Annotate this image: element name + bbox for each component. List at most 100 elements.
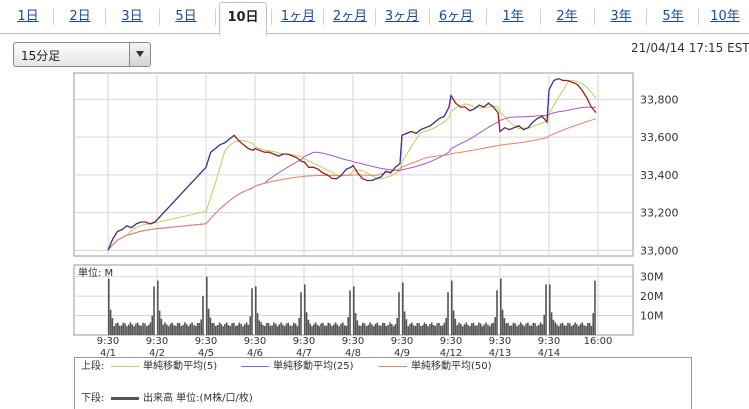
volume-bar xyxy=(353,286,355,335)
volume-bar xyxy=(414,325,417,335)
price-up-segment xyxy=(380,170,387,178)
volume-bar xyxy=(269,325,272,335)
x-tick-time: 9:30 xyxy=(538,336,560,347)
tab-separator xyxy=(540,9,541,25)
price-up-segment xyxy=(215,144,221,149)
volume-bar xyxy=(182,324,184,335)
volume-bar xyxy=(539,322,542,335)
volume-bar xyxy=(111,318,114,335)
price-up-segment xyxy=(107,238,114,251)
tab-5[interactable]: 1ヶ月 xyxy=(280,9,316,24)
volume-bar xyxy=(362,322,364,335)
y-tick-label: 33,200 xyxy=(640,207,679,220)
volume-bar xyxy=(503,318,506,335)
volume-bar xyxy=(164,322,166,335)
volume-bar xyxy=(264,326,266,335)
interval-select[interactable]: 15分足 xyxy=(13,42,151,67)
tab-3[interactable]: 5日 xyxy=(175,9,197,24)
volume-bar xyxy=(576,324,578,335)
volume-bar xyxy=(565,325,567,335)
price-up-segment xyxy=(499,127,506,132)
volume-bar xyxy=(175,325,177,335)
volume-bar xyxy=(456,325,458,335)
volume-bar xyxy=(307,319,310,335)
volume-bar xyxy=(402,282,404,335)
x-tick-date: 4/6 xyxy=(247,348,263,358)
tab-12[interactable]: 5年 xyxy=(662,9,684,24)
price-up-segment xyxy=(341,168,347,176)
volume-bar xyxy=(309,323,311,335)
tab-4[interactable]: 10日 xyxy=(219,2,267,36)
volume-bar xyxy=(494,317,496,335)
volume-bar xyxy=(124,323,126,335)
volume-bar xyxy=(133,326,135,335)
volume-bar xyxy=(198,323,201,335)
tab-13[interactable]: 10年 xyxy=(710,9,740,24)
x-tick-time: 9:30 xyxy=(195,336,217,347)
price-up-segment xyxy=(527,121,534,129)
price-up-segment xyxy=(401,132,407,136)
volume-bar xyxy=(255,286,257,335)
volume-bar xyxy=(369,322,371,335)
volume-bar xyxy=(345,325,348,335)
volume-bar xyxy=(293,322,295,335)
volume-bar xyxy=(131,324,134,335)
volume-bar xyxy=(278,324,281,335)
volume-bar xyxy=(108,278,110,335)
volume-bar xyxy=(385,326,388,335)
volume-bar xyxy=(421,325,424,335)
tab-0[interactable]: 1日 xyxy=(17,9,39,24)
period-tab-bar: 1日 2日 3日 5日 10日 1ヶ月 2ヶ月 3ヶ月 6ヶ月 1年 2年 3年 5年 10年 xyxy=(0,0,749,36)
price-up-segment xyxy=(546,89,550,123)
volume-bar xyxy=(458,322,460,335)
volume-bar xyxy=(320,323,322,335)
volume-bar xyxy=(394,324,397,335)
price-up-segment xyxy=(509,127,515,131)
volume-bar xyxy=(305,312,308,336)
volume-bar xyxy=(554,322,556,335)
volume-bar xyxy=(233,322,235,335)
x-tick-time: 16:00 xyxy=(584,336,613,347)
price-up-segment xyxy=(131,223,137,229)
tab-6[interactable]: 2ヶ月 xyxy=(332,9,368,24)
volume-bar xyxy=(594,280,596,335)
volume-bar xyxy=(280,322,282,335)
legend-item-ma5: 単純移動平均(5) xyxy=(111,360,217,374)
volume-bar xyxy=(376,322,379,335)
price-up-segment xyxy=(474,104,480,110)
dropdown-button[interactable] xyxy=(129,43,150,66)
tab-7[interactable]: 3ヶ月 xyxy=(384,9,420,24)
volume-bar xyxy=(282,324,284,335)
tab-2[interactable]: 3日 xyxy=(121,9,143,24)
x-tick-date: 4/5 xyxy=(198,348,214,358)
tab-11[interactable]: 3年 xyxy=(610,9,632,24)
volume-bar xyxy=(211,322,213,335)
volume-bar xyxy=(276,326,279,335)
volume-bar xyxy=(518,324,520,335)
price-up-segment xyxy=(336,174,342,180)
legend-lower-row: 下段: 出来高 単位:(M株/口/枚) xyxy=(81,392,253,406)
price-up-segment xyxy=(229,134,235,140)
tab-separator xyxy=(159,9,160,25)
volume-bar xyxy=(381,322,384,335)
volume-bar xyxy=(519,322,522,335)
tab-9[interactable]: 1年 xyxy=(502,9,524,24)
price-up-segment xyxy=(483,102,489,108)
volume-bar xyxy=(329,323,331,335)
volume-bar xyxy=(158,310,161,335)
volume-bar xyxy=(149,322,152,335)
volume-bar xyxy=(176,322,179,335)
volume-bar xyxy=(561,322,564,335)
tab-8[interactable]: 6ヶ月 xyxy=(438,9,474,24)
volume-bar xyxy=(528,325,531,335)
x-tick-time: 9:30 xyxy=(97,336,119,347)
volume-bar xyxy=(215,326,217,335)
tab-1[interactable]: 2日 xyxy=(69,9,91,24)
legend-lower-label: 下段: xyxy=(81,393,105,404)
volume-bar xyxy=(213,323,215,335)
volume-bar xyxy=(258,320,261,335)
tab-separator xyxy=(486,9,487,25)
volume-bar xyxy=(289,325,291,335)
volume-bar xyxy=(360,325,362,335)
tab-10[interactable]: 2年 xyxy=(556,9,578,24)
